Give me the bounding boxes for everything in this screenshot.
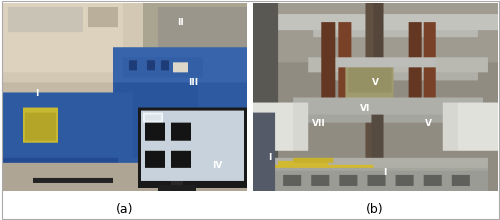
Text: V: V	[426, 119, 432, 128]
Text: II: II	[177, 18, 184, 27]
Text: (b): (b)	[366, 202, 384, 216]
Text: I: I	[268, 153, 272, 162]
Text: V: V	[372, 78, 378, 87]
Text: (a): (a)	[116, 202, 133, 216]
Text: IV: IV	[212, 161, 222, 170]
Text: III: III	[188, 78, 198, 87]
Text: I: I	[383, 168, 386, 177]
Text: VI: VI	[360, 104, 370, 113]
Text: I: I	[35, 89, 38, 98]
Text: VII: VII	[312, 119, 326, 128]
